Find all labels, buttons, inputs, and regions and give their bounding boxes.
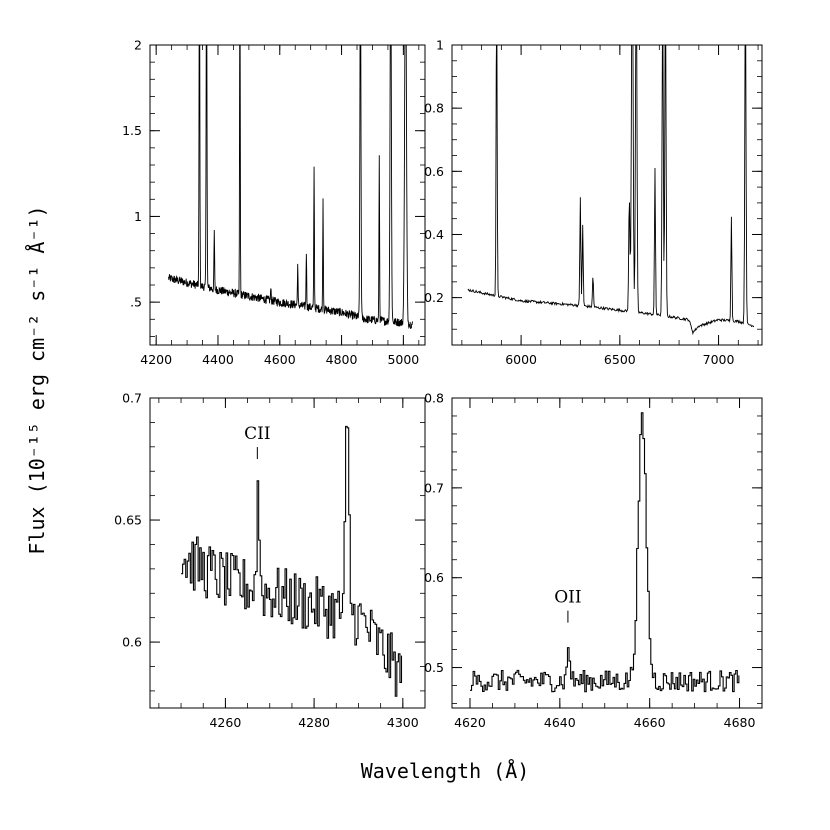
panel-frame — [451, 397, 763, 709]
y-tick-label: 0.8 — [424, 101, 444, 116]
spectrum-series — [467, 45, 755, 336]
y-tick-label: 0.6 — [424, 164, 444, 179]
y-tick-label: 2 — [134, 38, 142, 53]
x-tick-label: 4600 — [264, 352, 296, 367]
x-tick-label: 4640 — [544, 715, 576, 730]
x-tick-label: 4300 — [387, 715, 419, 730]
y-tick-label: 0.6 — [424, 570, 444, 585]
x-tick-label: 4260 — [209, 715, 241, 730]
x-tick-label: 4680 — [724, 715, 756, 730]
y-tick-label: .5 — [130, 295, 142, 310]
panel-top-left: 4200 4400 4600 4800 5000 .5 1 1.5 2 — [122, 38, 426, 367]
y-tick-label: 0.2 — [424, 290, 444, 305]
x-tick-label: 6500 — [604, 352, 636, 367]
y-tick-label: 0.5 — [424, 660, 444, 675]
panel-frame — [149, 397, 426, 709]
y-tick-label: 0.6 — [122, 635, 142, 650]
x-tick-label: 5000 — [387, 352, 419, 367]
spectrum-series — [168, 45, 414, 330]
spectrum-series — [469, 412, 740, 693]
y-tick-label: 1 — [134, 209, 142, 224]
annotation-label: CII — [244, 424, 270, 444]
y-tick-label: 0.8 — [424, 391, 444, 406]
x-axis-title: Wavelength (Å) — [361, 759, 530, 783]
panel-bottom-right: 4620 4640 4660 4680 0.5 0.6 0.7 0.8 OII — [424, 391, 763, 730]
x-tick-label: 4280 — [298, 715, 330, 730]
y-tick-label: 0.4 — [424, 227, 444, 242]
y-tick-label: 1.5 — [122, 123, 142, 138]
panel-bottom-left: 4260 4280 4300 0.6 0.65 0.7 CII — [114, 391, 426, 730]
panel-frame — [149, 44, 426, 346]
panel-top-right: 6000 6500 7000 0.2 0.4 0.6 0.8 1 — [424, 38, 763, 367]
x-tick-label: 7000 — [703, 352, 735, 367]
spectrum-series — [181, 425, 403, 697]
x-tick-label: 4660 — [634, 715, 666, 730]
annotation-label: OII — [554, 588, 581, 608]
y-tick-label: 1 — [436, 38, 444, 53]
x-tick-label: 4620 — [454, 715, 486, 730]
y-tick-label: 0.65 — [114, 513, 142, 528]
panel-frame — [451, 44, 763, 346]
x-tick-label: 6000 — [505, 352, 537, 367]
y-axis-title: Flux (10⁻¹⁵ erg cm⁻² s⁻¹ Å⁻¹) — [25, 205, 49, 554]
y-tick-label: 0.7 — [122, 391, 142, 406]
x-tick-label: 4200 — [140, 352, 172, 367]
x-tick-label: 4800 — [326, 352, 358, 367]
x-tick-label: 4400 — [202, 352, 234, 367]
y-tick-label: 0.7 — [424, 480, 444, 495]
